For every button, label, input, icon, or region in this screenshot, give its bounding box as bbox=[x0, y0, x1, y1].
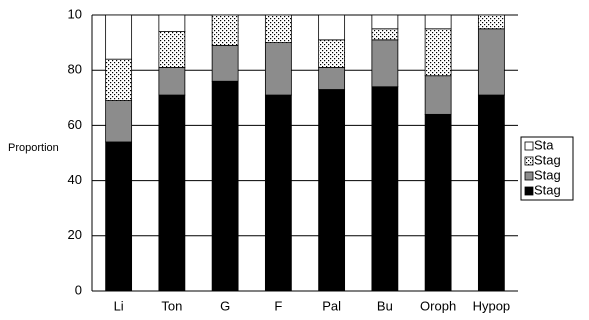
x-tick-label: Ton bbox=[161, 298, 182, 313]
y-tick-label: 0 bbox=[75, 282, 82, 297]
legend-swatch bbox=[524, 156, 534, 166]
x-tick-label: Pal bbox=[322, 298, 341, 313]
y-axis-label: Proportion bbox=[8, 142, 59, 154]
bar-segment bbox=[318, 89, 346, 292]
x-tick-label: G bbox=[220, 298, 230, 313]
legend-label: Sta bbox=[534, 137, 554, 152]
legend-label: Stag bbox=[534, 152, 561, 167]
x-tick-label: F bbox=[274, 298, 282, 313]
bar-segment bbox=[105, 58, 133, 101]
bar-segment bbox=[105, 141, 133, 292]
bar-segment bbox=[371, 28, 399, 41]
bar-segment bbox=[371, 39, 399, 88]
bar-segment bbox=[424, 28, 452, 77]
bar-segment bbox=[158, 67, 186, 96]
bar-segment bbox=[477, 28, 505, 96]
y-tick-label: 20 bbox=[68, 227, 82, 242]
x-tick-label: Oroph bbox=[420, 298, 456, 313]
bar-segment bbox=[105, 100, 133, 143]
legend-label: Stag bbox=[534, 182, 561, 197]
bar-segment bbox=[477, 14, 505, 30]
bar-segment bbox=[264, 42, 292, 96]
bar-segment bbox=[158, 31, 186, 68]
bar-segment bbox=[318, 14, 346, 41]
legend-swatch bbox=[524, 141, 534, 151]
legend-swatch bbox=[524, 171, 534, 181]
bar-segment bbox=[477, 94, 505, 292]
bar-segment bbox=[371, 86, 399, 292]
legend-swatch bbox=[524, 186, 534, 196]
bar-segment bbox=[424, 113, 452, 292]
x-tick-label: Bu bbox=[377, 298, 393, 313]
bar-segment bbox=[424, 14, 452, 30]
bar-segment bbox=[318, 39, 346, 68]
bar-segment bbox=[211, 80, 239, 292]
bar-segment bbox=[318, 67, 346, 90]
bar-segment bbox=[264, 14, 292, 44]
bar-segment bbox=[264, 94, 292, 292]
bar-segment bbox=[105, 14, 133, 60]
bar-segment bbox=[211, 14, 239, 46]
x-tick-label: Li bbox=[114, 298, 124, 313]
y-tick-label: 60 bbox=[68, 117, 82, 132]
bar-segment bbox=[371, 14, 399, 30]
y-tick-label: 40 bbox=[68, 172, 82, 187]
bar-segment bbox=[158, 94, 186, 292]
x-tick-label: Hypop bbox=[473, 298, 511, 313]
y-tick-label: 80 bbox=[68, 62, 82, 77]
legend-label: Stag bbox=[534, 167, 561, 182]
y-tick-label: 10 bbox=[68, 6, 82, 21]
bar-segment bbox=[211, 44, 239, 82]
bar-segment bbox=[424, 75, 452, 115]
bar-segment bbox=[158, 14, 186, 32]
